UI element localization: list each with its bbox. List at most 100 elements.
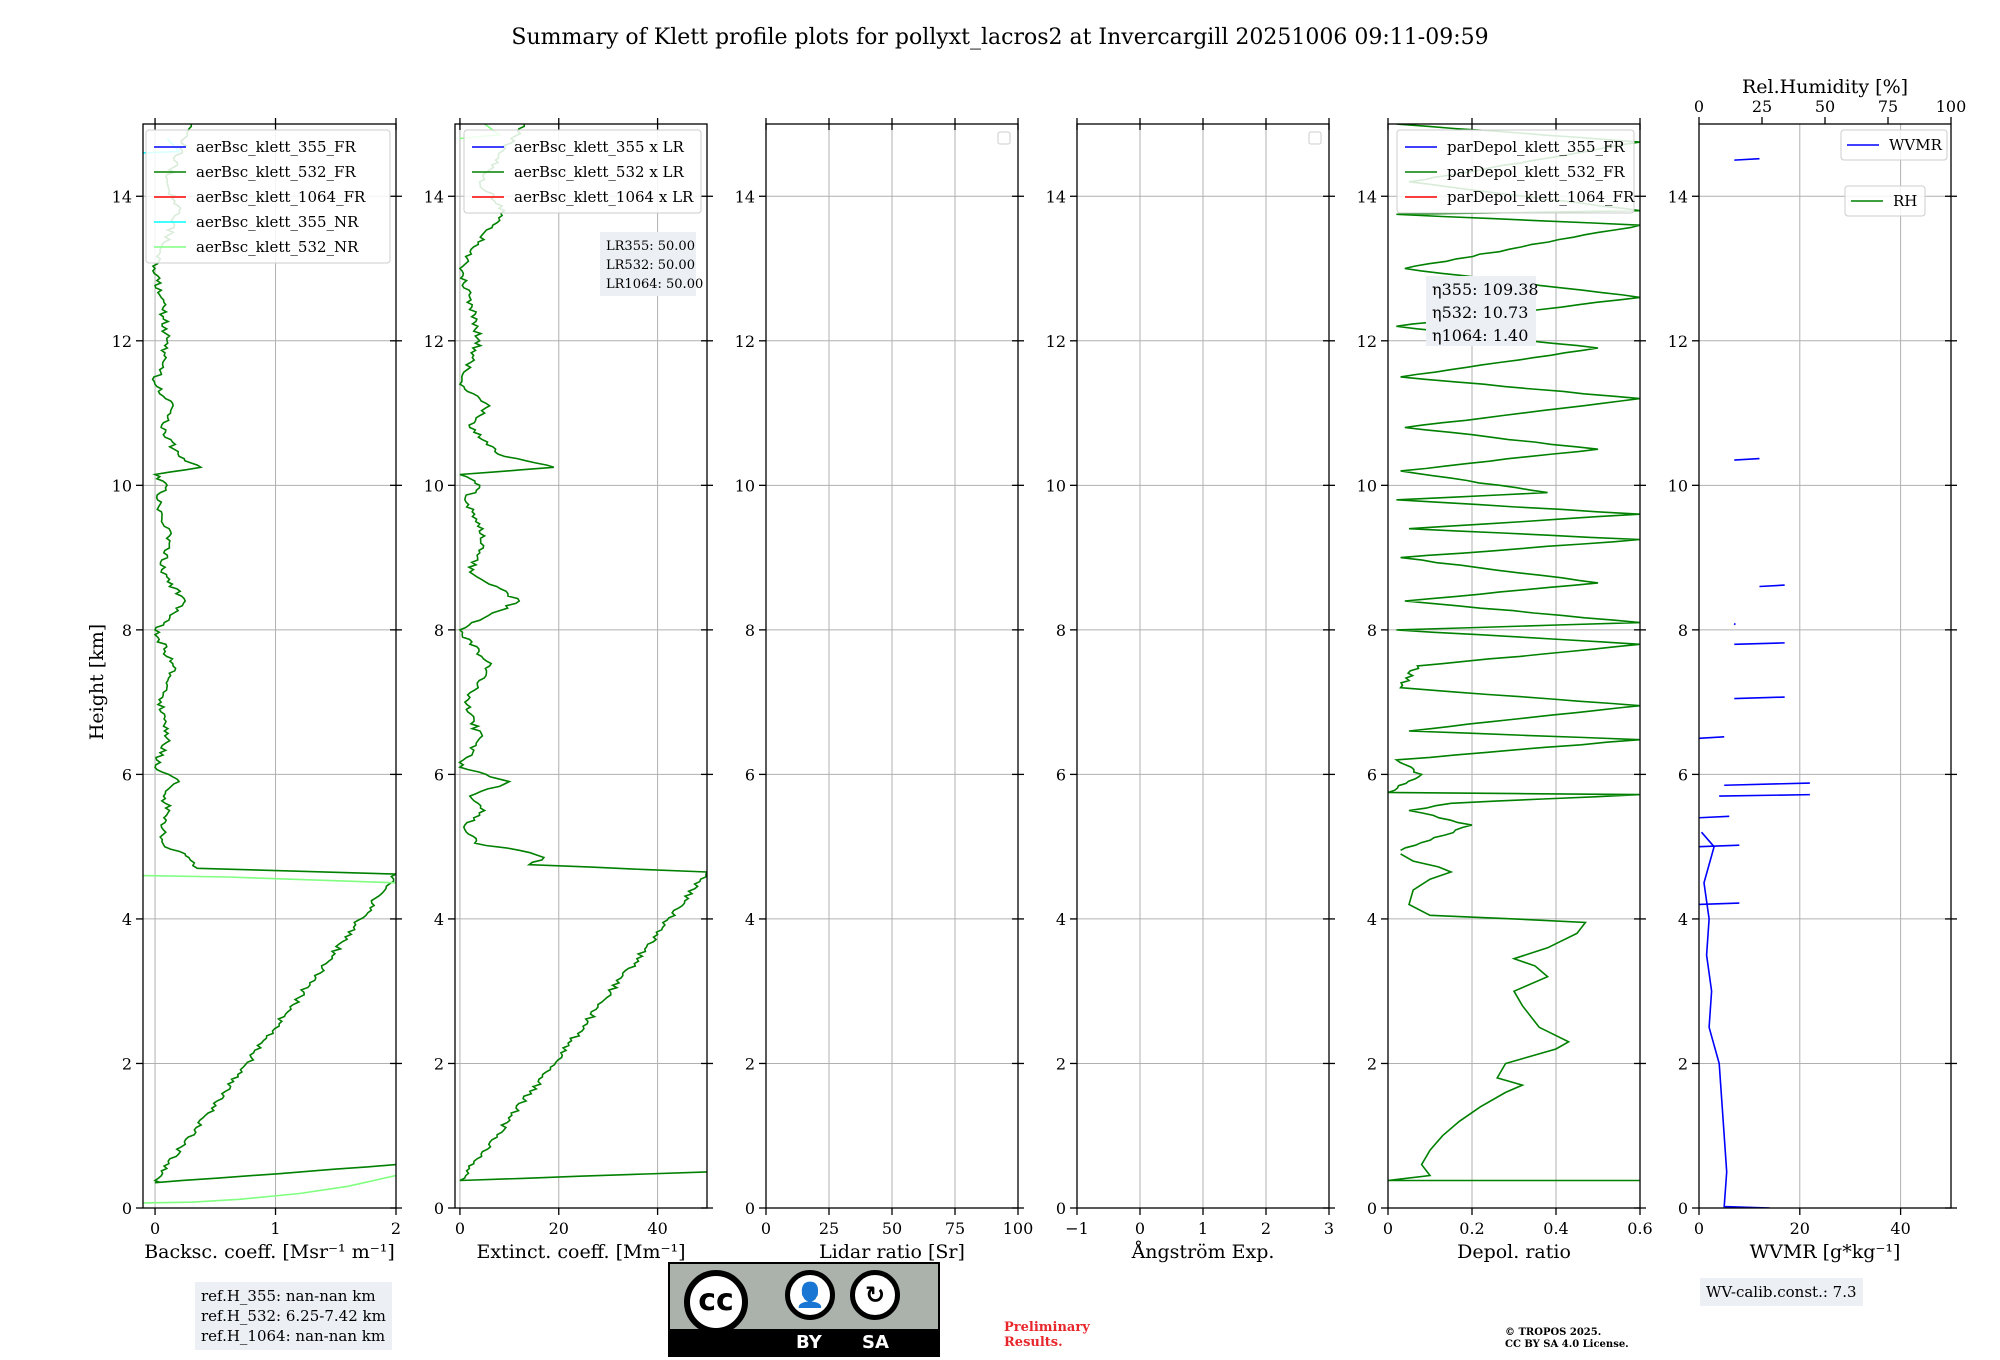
top-x-tick-label: 75: [1878, 97, 1898, 116]
refh-532-text: ref.H_532: 6.25-7.42 km: [201, 1307, 386, 1325]
cc-by-label: BY: [796, 1332, 822, 1353]
panel-wvmr: 0 2 4 6 8 10 12 14 0 20 40 WVMR [g*kg⁻¹] 0 25 50 75 100 R…: [1668, 76, 1967, 1263]
refh-355-text: ref.H_355: nan-nan km: [201, 1287, 376, 1305]
top-axis-label: Rel.Humidity [%]: [1742, 76, 1908, 98]
panel-frame: [1387, 123, 1641, 1209]
y-tick-label: 4: [745, 910, 755, 929]
x-axis-label: Depol. ratio: [1457, 1241, 1571, 1263]
legend-label: WVMR: [1889, 136, 1943, 154]
lidar-ratio-annotation-text: LR532: 50.00: [606, 258, 695, 273]
y-tick-label: 14: [1046, 187, 1066, 206]
y-tick-label: 12: [735, 332, 755, 351]
y-tick-label: 0: [122, 1199, 132, 1218]
y-tick-label: 2: [434, 1054, 444, 1073]
panel-frame: [1698, 123, 1952, 1209]
x-tick-label: 2: [1261, 1219, 1271, 1238]
y-tick-label: 6: [122, 765, 132, 784]
y-tick-label: 10: [1668, 476, 1688, 495]
y-tick-label: 14: [424, 187, 444, 206]
series-line-aerBsc_klett_532_FR: [151, 124, 396, 1184]
series-segment-WVMR: [1719, 793, 1810, 797]
y-tick-label: 6: [1367, 765, 1377, 784]
x-tick-label: 100: [1003, 1219, 1034, 1238]
series-line-aerBsc_klett_532_NR: [143, 874, 396, 884]
x-tick-label: 1: [270, 1219, 280, 1238]
x-tick-label: 20: [1790, 1219, 1810, 1238]
y-tick-label: 12: [112, 332, 132, 351]
series-segment-WVMR: [1734, 642, 1785, 646]
preliminary-results-note: Preliminary Results.: [1004, 1320, 1090, 1350]
series-line-WVMR: [1700, 831, 1770, 1208]
x-tick-label: 1: [1198, 1219, 1208, 1238]
x-axis-label: Extinct. coeff. [Mm⁻¹]: [476, 1241, 685, 1263]
legend-label: RH: [1893, 192, 1917, 210]
y-tick-label: 8: [745, 621, 755, 640]
y-tick-label: 4: [1678, 910, 1688, 929]
x-tick-label: −1: [1065, 1219, 1089, 1238]
share-alike-icon: ↻: [850, 1270, 900, 1320]
panel-extinction: 0 2 4 6 8 10 12 14 0 20 40 Extinct. coeff. [Mm⁻¹] ae…: [424, 118, 713, 1263]
y-tick-label: 8: [1056, 621, 1066, 640]
y-tick-label: 14: [112, 187, 132, 206]
x-axis-label: WVMR [g*kg⁻¹]: [1750, 1241, 1901, 1263]
y-tick-label: 8: [1678, 621, 1688, 640]
x-tick-label: 0.4: [1543, 1219, 1568, 1238]
series-group: [143, 124, 396, 1204]
y-tick-label: 12: [1046, 332, 1066, 351]
panel-lidarratio: 0 2 4 6 8 10 12 14 0 25 50 75 100 Lidar ratio [Sr]: [735, 118, 1034, 1263]
x-tick-label: 0: [455, 1219, 465, 1238]
lidar-ratio-annotation-text: LR355: 50.00: [606, 239, 695, 254]
series-segment-WVMR: [1699, 736, 1725, 740]
preliminary-line-2: Results.: [1004, 1335, 1063, 1350]
x-tick-label: 0: [1135, 1219, 1145, 1238]
legend-label: aerBsc_klett_355 x LR: [514, 138, 685, 156]
y-tick-label: 6: [1678, 765, 1688, 784]
y-tick-label: 12: [1668, 332, 1688, 351]
series-line-parDepol_klett_532_FR: [1388, 853, 1640, 1182]
y-tick-label: 4: [1056, 910, 1066, 929]
lidar-ratio-annotation-box: [600, 232, 696, 296]
series-group: [1699, 157, 1810, 1208]
series-segment-WVMR: [1734, 696, 1785, 700]
legend-label: aerBsc_klett_1064_FR: [196, 188, 366, 206]
legend-label: aerBsc_klett_355_FR: [196, 138, 356, 156]
y-tick-label: 2: [1678, 1054, 1688, 1073]
reference-height-box: ref.H_355: nan-nan km ref.H_532: 6.25-7.…: [195, 1282, 392, 1350]
y-tick-label: 12: [424, 332, 444, 351]
copyright-line-2: CC BY SA 4.0 License.: [1505, 1339, 1629, 1350]
x-tick-label: 0: [1383, 1219, 1393, 1238]
legend-box: [463, 129, 702, 214]
x-tick-label: 25: [819, 1219, 839, 1238]
panel-frame: [142, 123, 397, 1209]
y-tick-label: 0: [1367, 1199, 1377, 1218]
y-tick-label: 0: [1678, 1199, 1688, 1218]
legend-label: aerBsc_klett_532_FR: [196, 163, 356, 181]
series-segment-WVMR: [1699, 902, 1740, 906]
eta-annotation-text: η1064: 1.40: [1432, 326, 1528, 345]
x-tick-label: 0: [150, 1219, 160, 1238]
x-tick-label: 3: [1324, 1219, 1334, 1238]
y-tick-label: 0: [745, 1199, 755, 1218]
series-segment-WVMR: [1699, 815, 1730, 819]
x-tick-label: 50: [882, 1219, 902, 1238]
y-tick-label: 4: [434, 910, 444, 929]
x-tick-label: 0: [761, 1219, 771, 1238]
x-tick-label: 20: [549, 1219, 569, 1238]
x-tick-label: 40: [1890, 1219, 1910, 1238]
y-tick-label: 2: [1367, 1054, 1377, 1073]
y-tick-label: 2: [1056, 1054, 1066, 1073]
y-tick-label: 4: [1367, 910, 1377, 929]
legend-label: aerBsc_klett_532_NR: [196, 238, 359, 256]
cc-logo-icon: cc: [684, 1270, 748, 1334]
eta-annotation-text: η355: 109.38: [1432, 280, 1539, 299]
y-tick-label: 4: [122, 910, 132, 929]
top-x-tick-label: 0: [1694, 97, 1704, 116]
series-line-parDepol_klett_532_FR: [1388, 124, 1640, 852]
y-tick-label: 14: [735, 187, 755, 206]
wv-calib-text: WV-calib.const.: 7.3: [1706, 1283, 1857, 1301]
y-tick-label: 6: [1056, 765, 1066, 784]
series-line-aerBsc_klett_532 x LR: [458, 124, 707, 1182]
